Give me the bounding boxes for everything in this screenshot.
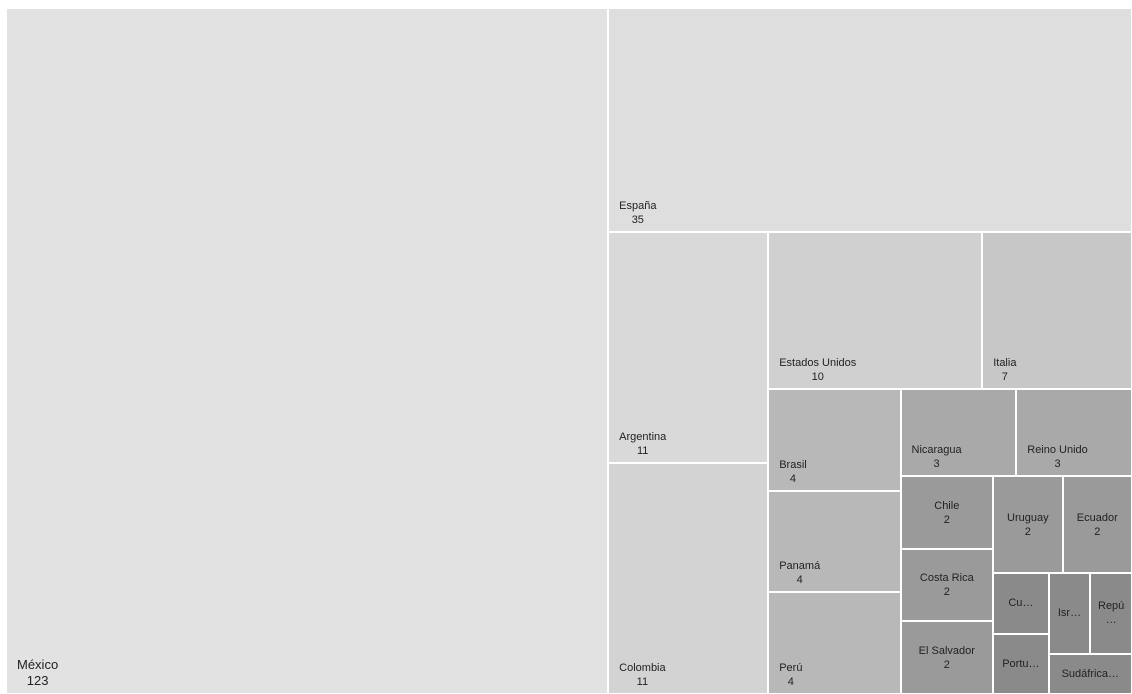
label: Ecuador 2	[1077, 511, 1118, 539]
label: Reino Unido 3	[1027, 443, 1088, 471]
label: Uruguay 2	[1007, 511, 1049, 539]
cell-name: Brasil	[779, 458, 807, 471]
cell: Perú 4	[768, 592, 901, 694]
cell-name: Costa Rica	[919, 572, 974, 585]
label: Colombia 11	[619, 661, 665, 689]
cell-name: Reino Unido	[1027, 444, 1088, 457]
label: Nicaragua 3	[912, 443, 962, 471]
cell: España 35	[608, 8, 1132, 233]
cell: El Salvador 2	[900, 621, 994, 694]
cell-name: Uruguay	[1007, 511, 1049, 524]
cell-name: Colombia	[619, 661, 666, 674]
cell-value: 2	[1024, 525, 1031, 538]
cell: Nicaragua 3	[900, 389, 1017, 477]
label: Brasil 4	[779, 458, 807, 486]
label: Perú 4	[779, 661, 802, 689]
cell: Uruguay 2	[993, 476, 1063, 574]
cell: Argentina 11	[608, 232, 769, 464]
label: Italia 7	[993, 356, 1016, 384]
cell-name: Nicaragua	[911, 444, 962, 457]
cell: Portu…	[993, 633, 1049, 694]
cell-name: España	[619, 200, 657, 213]
cell-name: Panamá	[779, 560, 821, 573]
label: Estados Unidos 10	[779, 356, 856, 384]
cell-name: Portu…	[1002, 657, 1040, 670]
cell-value: 4	[787, 675, 794, 688]
cell-value: 2	[943, 658, 950, 671]
label: Portu…	[1002, 657, 1039, 671]
cell-value: 2	[1094, 525, 1101, 538]
cell: Costa Rica 2	[900, 548, 994, 622]
cell-value: 4	[796, 574, 803, 587]
cell: Isr…	[1048, 573, 1091, 654]
cell: Cu…	[993, 573, 1049, 634]
cell: Chile 2	[900, 476, 994, 549]
label: Repú…	[1093, 599, 1129, 627]
cell-value: 2	[943, 513, 950, 526]
cell: México 123	[6, 8, 609, 694]
label: Panamá 4	[779, 559, 820, 587]
cell-name: Perú	[779, 661, 803, 674]
label: Costa Rica 2	[920, 571, 974, 599]
cell-value: 4	[789, 472, 797, 485]
cell: Reino Unido 3	[1016, 389, 1132, 477]
cell: Panamá 4	[768, 490, 901, 593]
label: España 35	[619, 199, 656, 227]
cell: Colombia 11	[608, 463, 769, 694]
cell-name: Argentina	[619, 431, 667, 444]
cell: Estados Unidos 10	[768, 232, 983, 390]
cell-name: Chile	[934, 499, 960, 512]
cell-value: 123	[26, 673, 49, 688]
cell-value: 7	[1001, 371, 1008, 384]
label: El Salvador 2	[919, 644, 975, 672]
label: Cu…	[1008, 596, 1033, 610]
cell-name: Estados Unidos	[779, 357, 857, 370]
cell-name: Repú…	[1098, 600, 1125, 627]
label: Chile 2	[934, 499, 959, 527]
cell-value: 11	[636, 675, 649, 688]
cell-name: México	[17, 657, 59, 672]
cell-value: 35	[631, 214, 644, 227]
label: Isr…	[1058, 606, 1081, 620]
cell: Repú…	[1090, 573, 1132, 654]
cell-value: 3	[933, 458, 940, 471]
cell-name: Ecuador	[1076, 511, 1118, 524]
cell-name: Sudáfrica…	[1061, 667, 1120, 680]
cell-name: El Salvador	[918, 644, 975, 657]
cell: Italia 7	[982, 232, 1132, 390]
cell-name: Cu…	[1008, 597, 1034, 610]
cell-value: 2	[943, 586, 950, 599]
label: Sudáfrica…	[1062, 667, 1119, 681]
label: México 123	[17, 657, 58, 689]
label: Argentina 11	[619, 430, 666, 458]
cell-name: Isr…	[1057, 607, 1082, 620]
cell-value: 11	[636, 445, 649, 458]
cell-value: 10	[811, 371, 824, 384]
cell: Sudáfrica…	[1048, 653, 1132, 694]
cell: Brasil 4	[768, 389, 901, 491]
cell-name: Italia	[993, 357, 1017, 370]
cell: Ecuador 2	[1062, 476, 1132, 574]
cell-value: 3	[1054, 458, 1061, 471]
